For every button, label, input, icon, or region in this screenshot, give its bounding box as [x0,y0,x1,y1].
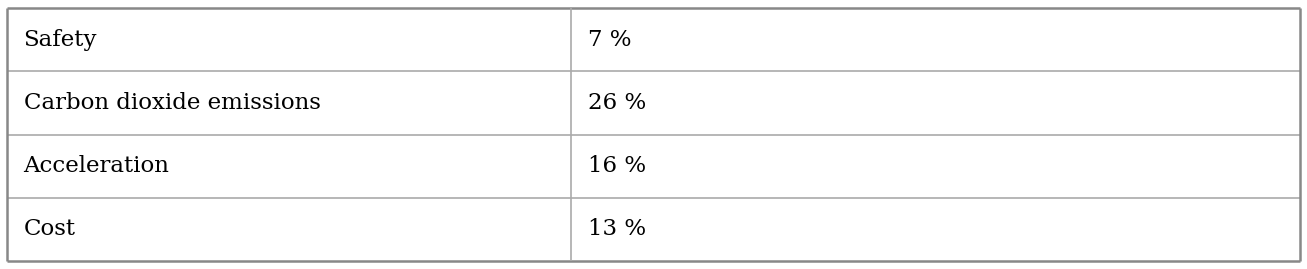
Text: Carbon dioxide emissions: Carbon dioxide emissions [24,92,320,114]
Text: 16 %: 16 % [588,155,646,177]
Text: 26 %: 26 % [588,92,646,114]
Text: 13 %: 13 % [588,218,646,240]
Text: Safety: Safety [24,29,97,51]
Text: 7 %: 7 % [588,29,631,51]
Text: Cost: Cost [24,218,76,240]
Text: Acceleration: Acceleration [24,155,170,177]
